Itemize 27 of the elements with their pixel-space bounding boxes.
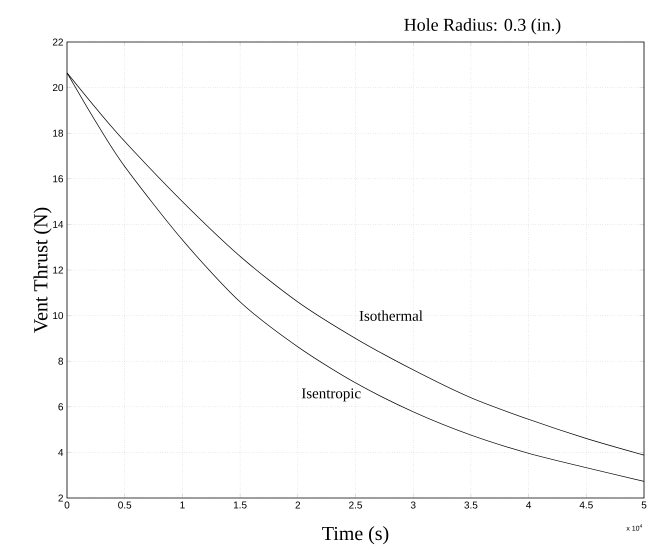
- y-tick-label: 18: [53, 130, 64, 137]
- y-axis-title: Vent Thrust (N): [33, 208, 52, 333]
- chart-title: Hole Radius: 0.3 (in.): [404, 18, 560, 34]
- x-axis-title: Time (s): [322, 526, 388, 544]
- y-tick-label: 2: [58, 494, 63, 502]
- series-label: Isentropic: [302, 388, 361, 402]
- y-tick-label: 12: [53, 266, 63, 274]
- x-tick-label: 1.5: [234, 502, 247, 508]
- x-tick-label: 0: [64, 502, 70, 509]
- y-tick-label: 20: [52, 84, 64, 92]
- x-tick-label: 2.5: [349, 502, 362, 509]
- y-tick-label: 16: [53, 175, 64, 182]
- y-tick-label: 8: [58, 358, 64, 365]
- x-tick-label: 0.5: [118, 502, 132, 509]
- y-tick-label: 14: [53, 220, 64, 228]
- y-tick-label: 10: [53, 312, 64, 320]
- x-tick-label: 5: [642, 502, 646, 508]
- y-tick-label: 22: [52, 38, 63, 46]
- x-tick-label: 4.5: [580, 502, 593, 508]
- x-tick-label: 1: [180, 502, 185, 508]
- x-tick-label: 2: [296, 502, 300, 508]
- y-tick-label: 6: [58, 403, 64, 410]
- x-tick-label: 4: [526, 502, 532, 508]
- y-tick-label: 4: [58, 448, 64, 456]
- x-tick-label: 3: [410, 502, 416, 509]
- x-tick-label: 3.5: [464, 502, 478, 509]
- series-label: Isothermal: [360, 310, 423, 321]
